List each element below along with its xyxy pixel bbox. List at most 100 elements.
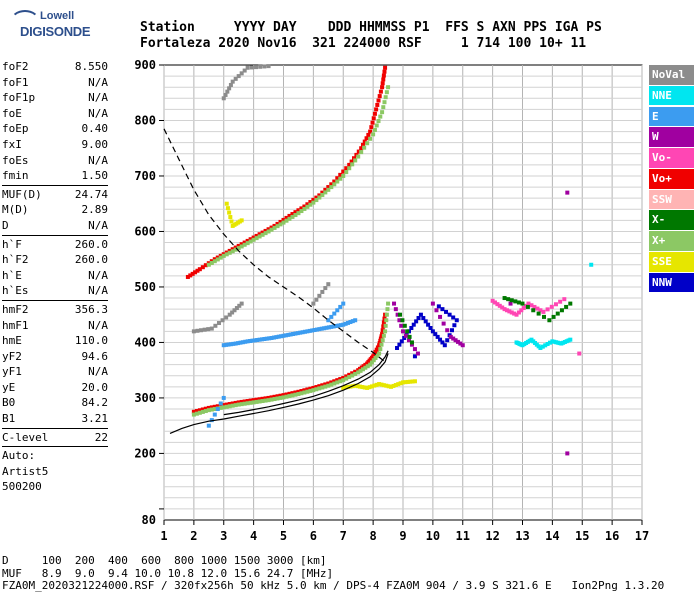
x-tick-label: 6 xyxy=(310,529,317,543)
echo-point xyxy=(245,401,250,406)
echo-point xyxy=(260,232,265,237)
param-row: D N/A xyxy=(2,218,108,234)
echo-point xyxy=(203,409,208,414)
echo-point xyxy=(391,383,396,388)
echo-point xyxy=(299,389,304,394)
echo-point xyxy=(423,319,428,324)
echo-point xyxy=(377,94,382,99)
echo-point xyxy=(525,304,530,309)
footer: D 100 200 400 600 800 1000 1500 3000 [km… xyxy=(2,554,664,593)
echo-point xyxy=(440,340,445,345)
echo-point xyxy=(275,221,280,226)
echo-point xyxy=(414,319,419,324)
echo-point xyxy=(451,336,456,341)
param-key: hmF1 xyxy=(2,318,29,332)
echo-point xyxy=(506,297,511,302)
echo-point xyxy=(239,218,244,223)
echo-point xyxy=(381,77,386,82)
echo-point xyxy=(329,314,334,319)
echo-point xyxy=(350,319,355,324)
echo-point xyxy=(216,321,221,326)
echo-point xyxy=(454,318,459,323)
echo-point xyxy=(272,397,277,402)
echo-point xyxy=(221,343,226,348)
echo-point xyxy=(209,405,214,410)
echo-point xyxy=(372,127,377,132)
echo-point xyxy=(350,162,355,167)
echo-point xyxy=(336,323,341,328)
echo-point xyxy=(185,274,190,279)
echo-point xyxy=(415,351,420,356)
echo-point xyxy=(299,209,304,214)
echo-point xyxy=(329,380,334,385)
param-value: 8.550 xyxy=(74,60,108,73)
note-line: Auto: xyxy=(2,449,36,463)
echo-point xyxy=(275,224,280,229)
y-tick-label: 300 xyxy=(134,391,156,405)
param-key: h`F xyxy=(2,237,22,251)
param-value: 260.0 xyxy=(74,237,108,251)
echo-point xyxy=(290,212,295,217)
echo-point xyxy=(298,330,303,335)
echo-point xyxy=(360,385,365,390)
echo-point xyxy=(250,338,255,343)
echo-point xyxy=(295,331,300,336)
param-value: N/A xyxy=(88,106,108,120)
echo-point xyxy=(224,402,229,407)
echo-point xyxy=(562,297,567,302)
echo-point xyxy=(370,120,375,125)
echo-point xyxy=(434,308,439,313)
echo-point xyxy=(324,325,329,330)
echo-point xyxy=(251,237,256,242)
echo-point xyxy=(507,309,512,314)
echo-point xyxy=(369,125,374,130)
echo-point xyxy=(442,343,447,348)
echo-point xyxy=(514,312,519,317)
echo-point xyxy=(320,192,325,197)
echo-point xyxy=(377,351,382,356)
echo-point xyxy=(497,303,502,308)
echo-point xyxy=(267,336,272,341)
echo-point xyxy=(408,379,413,384)
echo-point xyxy=(326,318,331,323)
echo-point xyxy=(266,395,271,400)
echo-point xyxy=(302,388,307,393)
echo-point xyxy=(224,342,229,347)
echo-point xyxy=(228,342,233,347)
echo-point xyxy=(374,382,379,387)
echo-point xyxy=(365,141,370,146)
echo-point xyxy=(305,202,310,207)
autoscaling-note: Auto: Artist5 500200 xyxy=(2,448,108,495)
echo-point xyxy=(317,293,322,298)
echo-point xyxy=(300,330,305,335)
echo-point xyxy=(323,384,328,389)
echo-point xyxy=(242,242,247,247)
legend-item: NNW xyxy=(649,272,694,293)
echo-point xyxy=(369,360,374,365)
echo-point xyxy=(320,383,325,388)
echo-point xyxy=(577,351,582,356)
x-tick-label: 1 xyxy=(160,529,167,543)
echo-point xyxy=(260,396,265,401)
echo-point xyxy=(308,202,313,207)
echo-point xyxy=(293,213,298,218)
echo-point xyxy=(281,393,286,398)
param-key: foF1p xyxy=(2,91,36,105)
echo-point xyxy=(502,296,507,301)
echo-point xyxy=(458,341,463,346)
echo-point xyxy=(378,114,383,119)
echo-point xyxy=(218,403,223,408)
echo-point xyxy=(372,383,377,388)
echo-point xyxy=(412,347,417,352)
echo-point xyxy=(209,326,214,331)
echo-point xyxy=(400,318,405,323)
param-separator xyxy=(2,184,108,186)
legend-item: NoVal xyxy=(649,65,694,85)
echo-point xyxy=(287,213,292,218)
echo-point xyxy=(281,220,286,225)
echo-point xyxy=(275,396,280,401)
echo-point xyxy=(190,271,195,276)
x-tick-label: 13 xyxy=(515,529,529,543)
echo-point xyxy=(279,334,284,339)
echo-point xyxy=(223,92,228,97)
